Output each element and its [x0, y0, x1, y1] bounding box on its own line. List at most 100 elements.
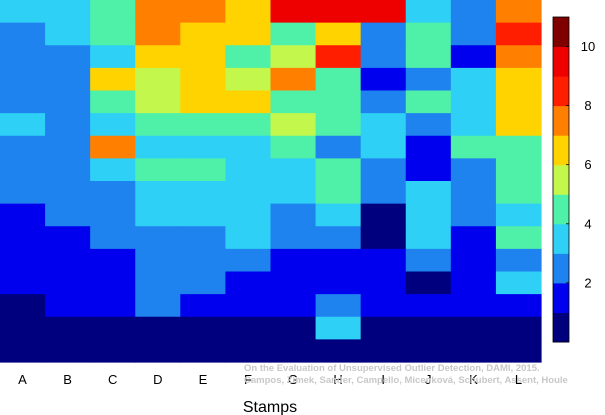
colorbar-tick-label: 4	[584, 216, 591, 231]
heatmap-cell	[225, 181, 272, 205]
heatmap-cell	[495, 203, 542, 227]
heatmap-cell	[360, 181, 407, 205]
heatmap-cell	[90, 248, 136, 273]
heatmap-cell	[135, 248, 181, 273]
heatmap-cell	[450, 0, 497, 24]
heatmap-cell	[360, 158, 407, 182]
heatmap-cell	[45, 226, 91, 250]
colorbar-segment	[553, 312, 569, 343]
heatmap-cell	[225, 248, 272, 273]
x-tick-label: B	[63, 372, 72, 387]
heatmap-cells	[0, 0, 542, 363]
heatmap-cell	[405, 22, 452, 46]
heatmap-cell	[0, 248, 46, 273]
heatmap-cell	[0, 158, 46, 182]
colorbar-segment	[553, 17, 569, 48]
heatmap-cell	[405, 135, 452, 159]
heatmap-cell	[405, 339, 452, 363]
heatmap-cell	[450, 316, 497, 340]
heatmap-cell	[0, 90, 46, 114]
heatmap-cell	[90, 203, 136, 227]
heatmap-cell	[180, 0, 227, 24]
heatmap-cell	[135, 0, 181, 24]
heatmap-cell	[315, 203, 362, 227]
heatmap-cell	[405, 316, 452, 340]
heatmap-cell	[225, 90, 272, 114]
heatmap-cell	[450, 271, 497, 295]
heatmap-cell	[495, 248, 542, 273]
x-tick-label: D	[153, 372, 162, 387]
heatmap-cell	[0, 113, 46, 137]
heatmap-cell	[360, 135, 407, 159]
heatmap-cell	[180, 181, 227, 205]
heatmap-cell	[0, 0, 46, 24]
heatmap-cell	[45, 113, 91, 137]
heatmap-cell	[495, 113, 542, 137]
x-tick-label: G	[288, 372, 298, 387]
heatmap-cell	[270, 181, 317, 205]
heatmap-cell	[90, 339, 136, 363]
heatmap-cell	[0, 67, 46, 92]
heatmap-cell	[45, 248, 91, 273]
heatmap-cell	[315, 0, 362, 24]
heatmap-cell	[360, 316, 407, 340]
heatmap-cell	[495, 226, 542, 250]
heatmap-cell	[225, 271, 272, 295]
heatmap-cell	[45, 271, 91, 295]
heatmap-cell	[0, 294, 46, 318]
heatmap-cell	[270, 135, 317, 159]
x-tick-label: C	[108, 372, 117, 387]
heatmap-cell	[315, 248, 362, 273]
credit-line-1: On the Evaluation of Unsupervised Outlie…	[244, 363, 540, 374]
heatmap-cell	[135, 158, 181, 182]
heatmap-cell	[90, 226, 136, 250]
heatmap-cell	[495, 181, 542, 205]
heatmap-cell	[135, 22, 181, 46]
credit-line-2: Campos, Zimek, Sander, Campello, Micenko…	[244, 375, 568, 386]
heatmap-cell	[225, 339, 272, 363]
heatmap-cell	[90, 271, 136, 295]
heatmap-cell	[495, 0, 542, 24]
heatmap-cell	[225, 22, 272, 46]
heatmap-cell	[405, 0, 452, 24]
heatmap-cell	[315, 67, 362, 92]
heatmap-cell	[180, 45, 227, 69]
heatmap-cell	[450, 226, 497, 250]
heatmap-cell	[270, 203, 317, 227]
heatmap-cell	[270, 226, 317, 250]
heatmap-cell	[315, 113, 362, 137]
heatmap-cell	[180, 294, 227, 318]
heatmap-cell	[495, 339, 542, 363]
heatmap-cell	[405, 158, 452, 182]
x-tick-label: L	[515, 372, 522, 387]
heatmap-cell	[90, 316, 136, 340]
heatmap-cell	[45, 294, 91, 318]
heatmap-cell	[270, 90, 317, 114]
heatmap-cell	[315, 90, 362, 114]
heatmap-cell	[225, 45, 272, 69]
heatmap-cell	[180, 248, 227, 273]
heatmap-cell	[225, 158, 272, 182]
heatmap-cell	[405, 203, 452, 227]
heatmap-cell	[360, 67, 407, 92]
heatmap-cell	[45, 135, 91, 159]
heatmap-cell	[405, 226, 452, 250]
heatmap-cell	[225, 113, 272, 137]
heatmap-cell	[135, 135, 181, 159]
heatmap-cell	[270, 67, 317, 92]
heatmap-cell	[90, 45, 136, 69]
heatmap-cell	[450, 113, 497, 137]
x-tick-label: F	[244, 372, 252, 387]
heatmap-cell	[180, 271, 227, 295]
heatmap-cell	[360, 294, 407, 318]
heatmap-cell	[450, 181, 497, 205]
colorbar-segment	[553, 135, 569, 166]
heatmap-cell	[495, 316, 542, 340]
heatmap-cell	[360, 248, 407, 273]
heatmap-cell	[315, 45, 362, 69]
heatmap-cell	[315, 158, 362, 182]
heatmap-cell	[180, 90, 227, 114]
heatmap-cell	[270, 339, 317, 363]
heatmap-cell	[0, 22, 46, 46]
heatmap-cell	[405, 294, 452, 318]
